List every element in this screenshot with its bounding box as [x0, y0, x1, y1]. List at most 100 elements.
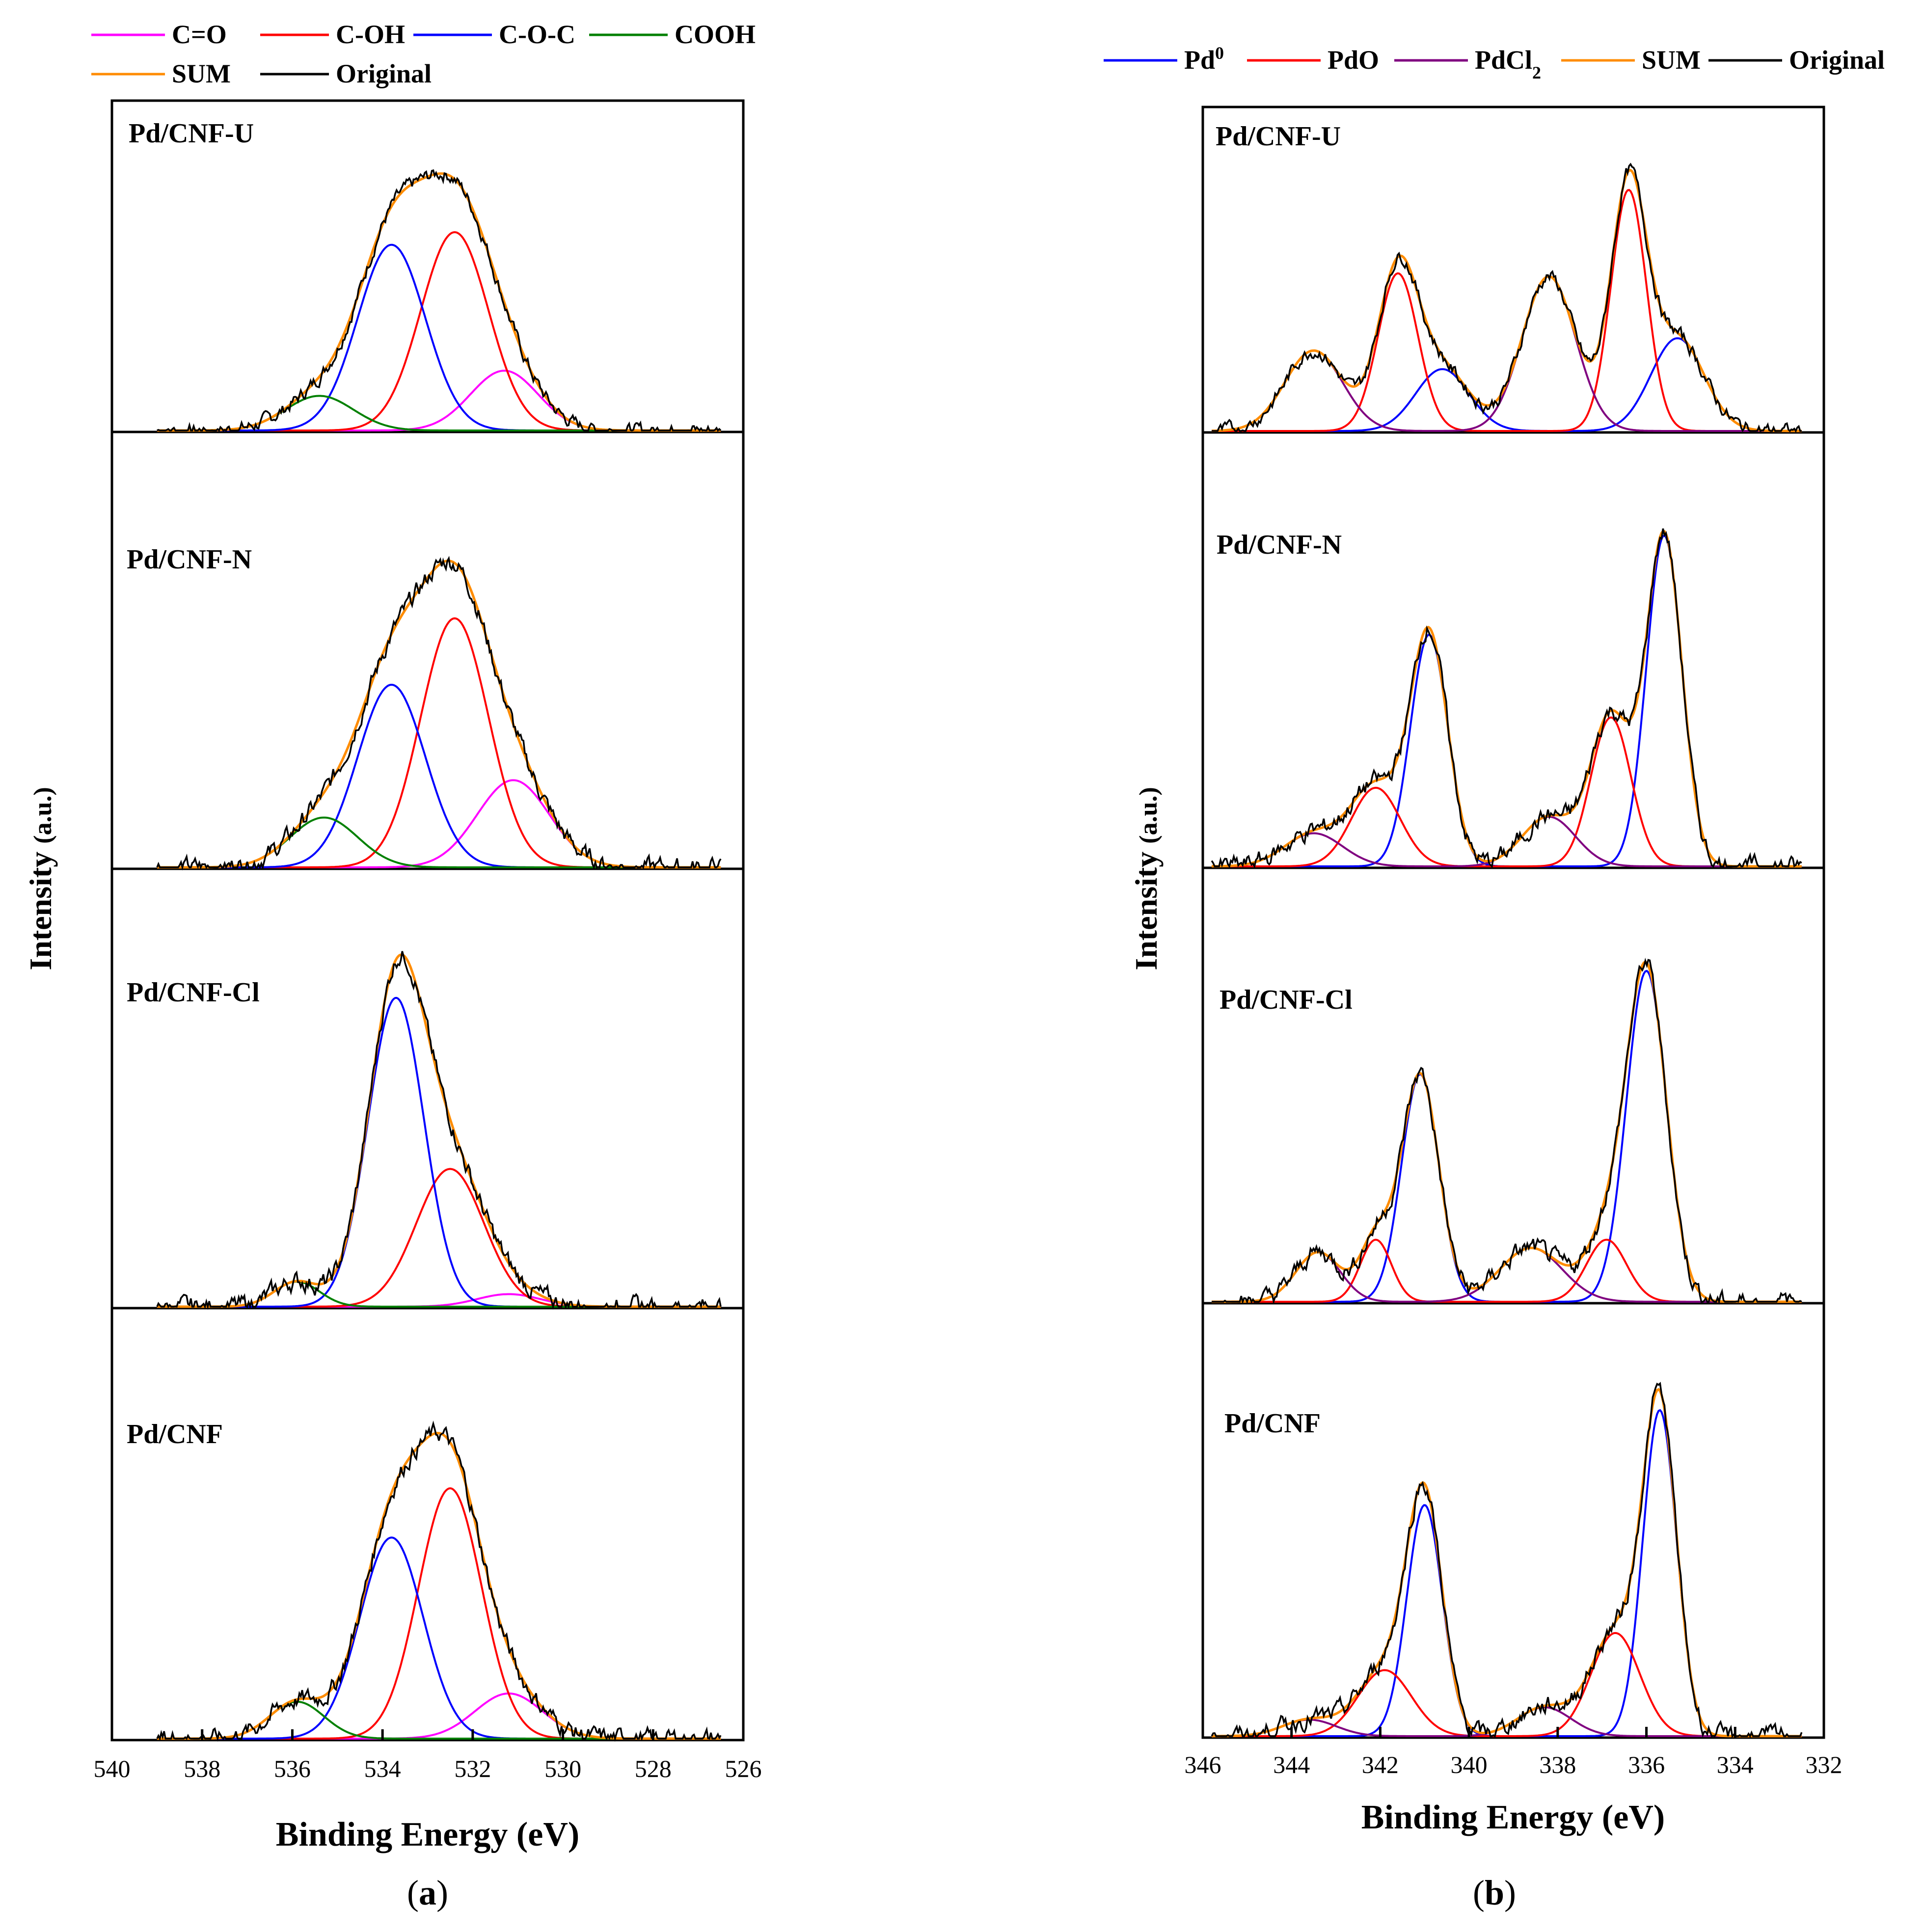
subplot-title: Pd/CNF — [1224, 1408, 1321, 1439]
legend-label: SUM — [1642, 45, 1701, 75]
series-c-o-c — [157, 996, 721, 1308]
series-original — [1212, 162, 1802, 433]
legend-label: C=O — [172, 20, 227, 49]
series-original — [1211, 528, 1802, 869]
panel-label-a: (a) — [407, 1873, 448, 1912]
subplot-curves — [156, 951, 722, 1310]
series-c-oh — [157, 1487, 721, 1740]
series-pd0 — [1212, 969, 1802, 1303]
legend-name: C=O — [172, 20, 227, 49]
subplot-curves — [156, 1420, 722, 1742]
series-c-o-c — [157, 243, 721, 431]
x-tick-label: 334 — [1717, 1751, 1754, 1778]
series-sum — [157, 559, 721, 869]
series-c-oh — [157, 1168, 721, 1308]
subplot-curves — [1211, 1382, 1803, 1738]
x-tick-label: 530 — [544, 1755, 581, 1782]
x-tick-label: 528 — [635, 1755, 672, 1782]
legend-label: Original — [1789, 45, 1885, 75]
x-tick-label: 532 — [454, 1755, 491, 1782]
subplot-title: Pd/CNF-Cl — [1219, 985, 1353, 1015]
legend-name: C-O-C — [499, 20, 575, 49]
panel-letter: a — [419, 1873, 436, 1912]
series-original — [156, 1420, 722, 1742]
series-pdo — [1212, 716, 1802, 867]
x-tick-label: 342 — [1362, 1751, 1399, 1778]
x-axis-ticks-b: 346 344 342 340 338 336 334 332 — [1185, 1727, 1843, 1778]
subplot-title: Pd/CNF — [127, 1419, 223, 1449]
legend-sup: 0 — [1215, 43, 1224, 63]
series-cooh — [157, 816, 721, 868]
series-c-o-c — [157, 1536, 721, 1740]
subplot-title: Pd/CNF-U — [129, 118, 254, 149]
y-axis-title-unit: (a.u.) — [29, 787, 57, 844]
legend-name: COOH — [675, 20, 756, 49]
series-pdo — [1212, 1238, 1802, 1303]
x-tick-label: 536 — [274, 1755, 311, 1782]
legend-name: SUM — [172, 59, 231, 88]
subplot-curves — [156, 556, 722, 871]
subplot-title: Pd/CNF-Cl — [127, 977, 260, 1008]
series-original — [156, 556, 722, 871]
legend-label: C-O-C — [499, 20, 575, 49]
legend-name: PdO — [1328, 45, 1379, 75]
subplot-curves — [1211, 528, 1802, 869]
legend-name: PdCl — [1475, 45, 1532, 75]
subplot-curves — [1212, 958, 1802, 1305]
plot-frame-b — [1201, 106, 1825, 1739]
legend-name: SUM — [1642, 45, 1701, 75]
series-pdcl2 — [1212, 1247, 1802, 1303]
series-c-oh — [157, 617, 721, 868]
legend-label: COOH — [675, 20, 756, 49]
legend-label: Original — [336, 59, 432, 88]
legend-label: PdO — [1328, 45, 1379, 75]
series-sum — [1212, 1388, 1802, 1738]
series-original — [1212, 958, 1802, 1305]
x-tick-label: 540 — [94, 1755, 131, 1782]
series-c-o-c — [157, 683, 721, 868]
legend-b: Pd0 PdO PdCl2 SUM Original — [1104, 43, 1885, 82]
series-pd0 — [1212, 1409, 1802, 1737]
series-sum — [157, 172, 721, 432]
subplot-title: Pd/CNF-U — [1216, 121, 1341, 152]
series-pd0 — [1212, 534, 1802, 867]
subplot-title: Pd/CNF-N — [127, 544, 252, 575]
x-tick-label: 336 — [1628, 1751, 1665, 1778]
legend-name: Pd — [1184, 45, 1215, 75]
y-axis-title: Intensity (a.u.) — [23, 787, 58, 970]
x-tick-label: 526 — [725, 1755, 762, 1782]
panel-letter: b — [1485, 1873, 1504, 1912]
legend-name: Original — [1789, 45, 1885, 75]
series-c-oh — [157, 231, 721, 431]
series-c-o — [157, 779, 721, 868]
x-tick-label: 340 — [1451, 1751, 1488, 1778]
x-axis-ticks-a: 540 538 536 534 532 530 528 526 — [94, 1729, 762, 1782]
series-original — [156, 951, 722, 1310]
legend-sub: 2 — [1532, 63, 1541, 82]
legend-a: C=O C-OH C-O-C COOH SUM Original — [91, 20, 756, 88]
series-c-o — [157, 1692, 721, 1740]
legend-name: Original — [336, 59, 432, 88]
legend-label: C-OH — [336, 20, 405, 49]
plot-frame-a — [110, 99, 745, 1742]
x-tick-label: 346 — [1185, 1751, 1221, 1778]
x-tick-label: 534 — [364, 1755, 401, 1782]
x-axis-title: Binding Energy (eV) — [1361, 1798, 1665, 1836]
series-pdcl2 — [1212, 275, 1802, 432]
x-tick-label: 332 — [1806, 1751, 1843, 1778]
series-sum — [1212, 530, 1802, 868]
y-axis-title-main: Intensity — [23, 852, 58, 970]
x-tick-label: 538 — [184, 1755, 220, 1782]
subplot-title: Pd/CNF-N — [1217, 530, 1342, 560]
chart-b: Pd0 PdO PdCl2 SUM Original Pd/CNF-U Pd/CNF-N… — [1104, 43, 1885, 1912]
y-axis-title-unit: (a.u.) — [1135, 787, 1163, 844]
x-tick-label: 344 — [1273, 1751, 1310, 1778]
y-axis-title-main: Intensity — [1129, 852, 1164, 970]
series-sum — [157, 1432, 721, 1740]
curves-a — [156, 169, 722, 1742]
chart-a: C=O C-OH C-O-C COOH SUM Original Pd/CNF-U Pd/… — [23, 20, 762, 1912]
legend-name: C-OH — [336, 20, 405, 49]
series-original — [157, 169, 722, 432]
y-axis-title: Intensity (a.u.) — [1129, 787, 1164, 970]
series-original — [1211, 1382, 1803, 1738]
